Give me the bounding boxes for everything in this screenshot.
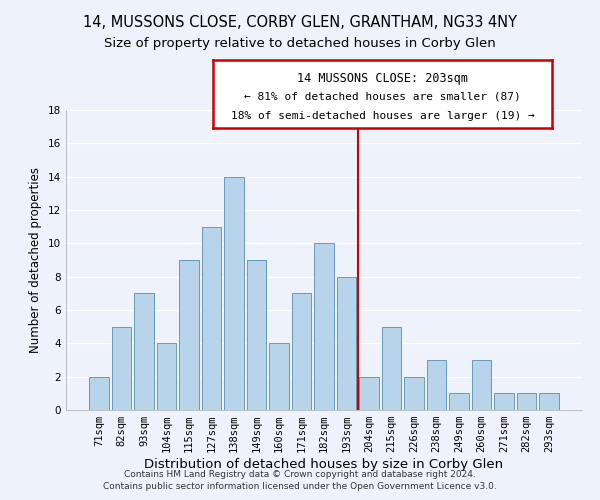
X-axis label: Distribution of detached houses by size in Corby Glen: Distribution of detached houses by size … [145, 458, 503, 471]
Bar [247, 260, 266, 410]
Bar [449, 394, 469, 410]
Bar [112, 326, 131, 410]
Text: ← 81% of detached houses are smaller (87): ← 81% of detached houses are smaller (87… [244, 92, 521, 102]
Bar [359, 376, 379, 410]
Bar [224, 176, 244, 410]
Bar [427, 360, 446, 410]
Text: 14, MUSSONS CLOSE, CORBY GLEN, GRANTHAM, NG33 4NY: 14, MUSSONS CLOSE, CORBY GLEN, GRANTHAM,… [83, 15, 517, 30]
Text: 18% of semi-detached houses are larger (19) →: 18% of semi-detached houses are larger (… [230, 112, 535, 122]
Text: Contains HM Land Registry data © Crown copyright and database right 2024.: Contains HM Land Registry data © Crown c… [124, 470, 476, 479]
Bar [404, 376, 424, 410]
Bar [157, 344, 176, 410]
Bar [292, 294, 311, 410]
Bar [134, 294, 154, 410]
Bar [539, 394, 559, 410]
Text: Contains public sector information licensed under the Open Government Licence v3: Contains public sector information licen… [103, 482, 497, 491]
Bar [517, 394, 536, 410]
Bar [269, 344, 289, 410]
Bar [314, 244, 334, 410]
Bar [472, 360, 491, 410]
Bar [179, 260, 199, 410]
Bar [202, 226, 221, 410]
Bar [89, 376, 109, 410]
Text: Size of property relative to detached houses in Corby Glen: Size of property relative to detached ho… [104, 38, 496, 51]
Y-axis label: Number of detached properties: Number of detached properties [29, 167, 43, 353]
Bar [382, 326, 401, 410]
Bar [337, 276, 356, 410]
Text: 14 MUSSONS CLOSE: 203sqm: 14 MUSSONS CLOSE: 203sqm [297, 72, 468, 85]
Bar [494, 394, 514, 410]
